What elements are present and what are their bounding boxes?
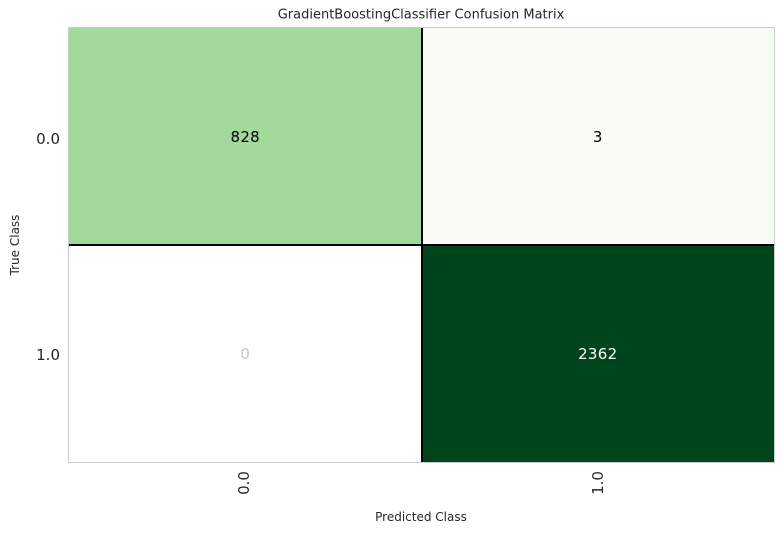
plot-area: 828 3 0 2362: [68, 27, 775, 463]
y-tick-label-1: 1.0: [36, 346, 60, 364]
cell-divider-vertical: [420, 28, 423, 462]
cell-true0-pred0: 828: [69, 28, 422, 245]
cell-true0-pred1: 3: [421, 28, 774, 245]
cell-true1-pred1: 2362: [421, 245, 774, 462]
chart-title: GradientBoostingClassifier Confusion Mat…: [277, 7, 565, 23]
x-tick-label-0: 0.0: [235, 471, 253, 495]
cell-value-true1-pred1: 2362: [578, 344, 618, 363]
x-axis-label: Predicted Class: [375, 510, 467, 524]
cell-value-true0-pred1: 3: [592, 127, 603, 146]
y-tick-label-0: 0.0: [36, 130, 60, 148]
x-tick-label-1: 1.0: [589, 471, 607, 495]
cell-value-true1-pred0: 0: [240, 344, 251, 363]
cell-value-true0-pred0: 828: [230, 127, 261, 146]
cell-true1-pred0: 0: [69, 245, 422, 462]
y-axis-label: True Class: [8, 214, 22, 276]
